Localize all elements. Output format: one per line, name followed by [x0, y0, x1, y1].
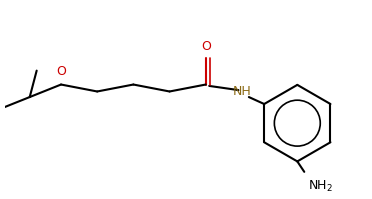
Text: NH$_2$: NH$_2$ [308, 179, 333, 194]
Text: O: O [56, 64, 66, 78]
Text: O: O [201, 40, 211, 53]
Text: NH: NH [232, 85, 251, 98]
